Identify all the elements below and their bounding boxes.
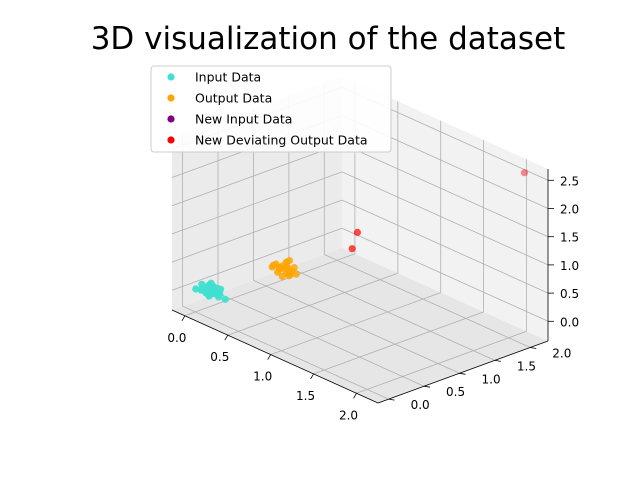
y-tick bbox=[494, 360, 501, 362]
back-pane bbox=[342, 76, 548, 341]
axis-lines bbox=[171, 169, 549, 404]
data-point-series-3 bbox=[353, 228, 361, 236]
x-tick-label: 1.0 bbox=[253, 370, 272, 384]
legend-marker bbox=[167, 73, 175, 81]
legend-label: Input Data bbox=[195, 70, 261, 85]
data-point-series-1 bbox=[276, 265, 284, 273]
data-point-series-0 bbox=[215, 293, 223, 301]
y-tick-label: 1.5 bbox=[517, 359, 536, 373]
y-tick-label: 2.0 bbox=[552, 347, 571, 361]
y-tick-label: 0.0 bbox=[411, 398, 430, 412]
z-tick-label: 1.0 bbox=[560, 259, 579, 273]
legend: Input Data Output Data New Input Data New D… bbox=[150, 65, 392, 153]
grid-line-y-floor bbox=[324, 254, 531, 348]
grid-lines bbox=[171, 81, 549, 400]
chart-title: 3D visualization of the dataset bbox=[91, 21, 566, 57]
data-point-series-1 bbox=[269, 261, 277, 269]
data-point-series-1 bbox=[285, 272, 293, 280]
y-tick-label: 1.0 bbox=[482, 372, 501, 386]
grid-line-z-back bbox=[341, 199, 549, 294]
grid-line-z-back bbox=[341, 171, 549, 266]
legend-marker bbox=[167, 136, 175, 144]
grid-line-x-floor bbox=[313, 311, 484, 375]
data-point-series-3 bbox=[520, 169, 529, 177]
grid-line-z-side bbox=[171, 143, 343, 207]
x-tick bbox=[353, 393, 357, 399]
data-point-series-0 bbox=[221, 295, 229, 303]
z-tick-label: 2.5 bbox=[560, 174, 579, 188]
y-tick bbox=[459, 372, 466, 375]
grid-line-y-floor bbox=[217, 292, 425, 387]
y-axis-line bbox=[377, 340, 549, 404]
scatter-points bbox=[192, 169, 529, 303]
y-tick bbox=[388, 398, 395, 401]
data-point-series-1 bbox=[290, 264, 298, 272]
grid-line-y-floor bbox=[253, 279, 460, 374]
grid-line-x-floor bbox=[184, 253, 356, 317]
data-point-series-0 bbox=[209, 282, 217, 291]
legend-frame bbox=[150, 65, 392, 153]
tick-marks bbox=[181, 179, 554, 401]
z-tick-label: 2.0 bbox=[560, 203, 579, 217]
data-point-series-1 bbox=[285, 256, 294, 265]
grid-line-y-floor bbox=[288, 267, 496, 361]
data-point-series-3 bbox=[348, 245, 356, 253]
grid-line-z-back bbox=[341, 143, 549, 238]
legend-marker bbox=[167, 94, 175, 102]
grid-line-y-floor bbox=[182, 305, 389, 400]
floor-pane bbox=[172, 248, 548, 403]
grid-line-x-floor bbox=[356, 330, 527, 394]
data-point-series-1 bbox=[292, 270, 300, 278]
data-point-series-0 bbox=[192, 285, 200, 293]
data-point-series-0 bbox=[205, 292, 213, 300]
z-tick-label: 0.5 bbox=[560, 287, 579, 301]
x-tick bbox=[181, 315, 186, 322]
grid-line-z-side bbox=[171, 227, 343, 291]
y-tick-label: 0.5 bbox=[446, 385, 465, 399]
legend-marker bbox=[167, 115, 175, 123]
grid-line-z-back bbox=[341, 227, 549, 322]
legend-label: Output Data bbox=[195, 91, 272, 106]
x-tick bbox=[310, 373, 314, 380]
x-tick-label: 0.5 bbox=[210, 350, 229, 364]
x-tick-label: 2.0 bbox=[339, 408, 358, 422]
z-tick-label: 1.5 bbox=[560, 231, 579, 245]
x-tick bbox=[224, 334, 229, 341]
x-tick-label: 0.0 bbox=[167, 331, 186, 345]
legend-label: New Input Data bbox=[195, 112, 292, 127]
z-tick-label: 0.0 bbox=[560, 315, 579, 329]
data-point-series-0 bbox=[198, 280, 206, 288]
y-tick bbox=[530, 347, 537, 349]
grid-line-z-side bbox=[171, 199, 343, 263]
data-point-series-1 bbox=[283, 264, 291, 272]
x-tick bbox=[267, 354, 272, 360]
data-point-series-1 bbox=[278, 272, 286, 281]
y-tick bbox=[423, 385, 431, 388]
x-tick-label: 1.5 bbox=[296, 389, 315, 403]
legend-label: New Deviating Output Data bbox=[195, 133, 368, 148]
grid-line-x-floor bbox=[270, 292, 441, 355]
x-axis-line bbox=[171, 309, 379, 404]
grid-line-x-floor bbox=[227, 272, 398, 336]
grid-line-z-side bbox=[171, 171, 343, 235]
tick-labels: 0.0 0.5 1.0 1.5 2.0 0.0 0.5 1.0 1.5 2.0 0.0 0.5 1.0 1… bbox=[167, 174, 579, 422]
